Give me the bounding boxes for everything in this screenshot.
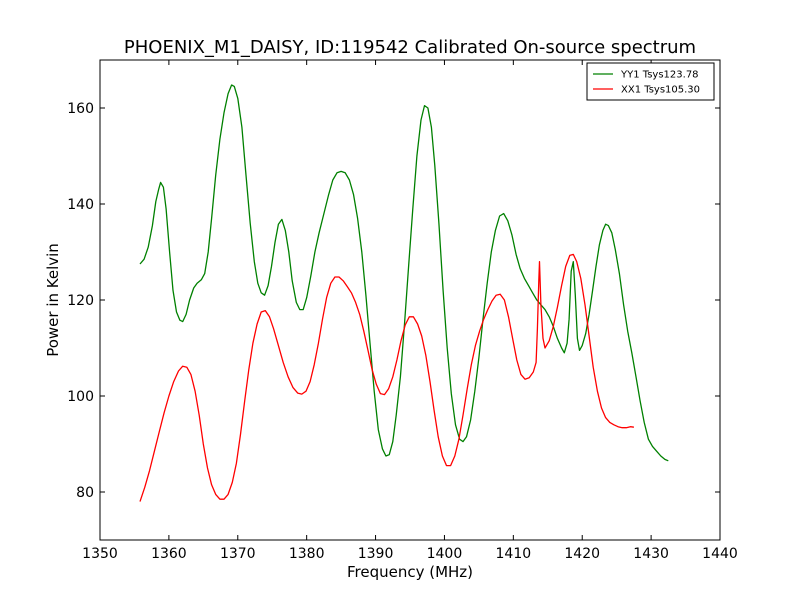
legend-label-yy1: YY1 Tsys123.78 bbox=[620, 70, 699, 81]
chart-title: PHOENIX_M1_DAISY, ID:119542 Calibrated O… bbox=[124, 37, 696, 58]
y-tick-label: 140 bbox=[67, 197, 94, 213]
legend-box bbox=[586, 62, 715, 101]
x-tick-label: 1380 bbox=[289, 546, 325, 562]
series-line-0 bbox=[139, 84, 669, 462]
x-tick-label: 1350 bbox=[82, 546, 118, 562]
x-tick-label: 1410 bbox=[496, 546, 532, 562]
y-axis-label: Power in Kelvin bbox=[44, 243, 62, 357]
y-tick-label: 80 bbox=[76, 485, 94, 501]
y-tick-label: 120 bbox=[67, 293, 94, 309]
x-tick-label: 1360 bbox=[151, 546, 187, 562]
x-tick-label: 1430 bbox=[633, 546, 669, 562]
x-tick-label: 1390 bbox=[358, 546, 394, 562]
y-tick-label: 160 bbox=[67, 101, 94, 117]
series-line-1 bbox=[139, 253, 634, 502]
x-tick-label: 1420 bbox=[564, 546, 600, 562]
x-tick-label: 1370 bbox=[220, 546, 256, 562]
legend: YY1 Tsys123.78 XX1 Tsys105.30 bbox=[586, 62, 715, 101]
plot-area: 1350 1360 1370 1380 1390 1400 1410 1420 1430 1440… bbox=[67, 59, 738, 562]
series-layer bbox=[139, 84, 669, 502]
x-tick-label: 1400 bbox=[427, 546, 463, 562]
legend-label-xx1: XX1 Tsys105.30 bbox=[621, 85, 700, 96]
x-tick-label: 1440 bbox=[702, 546, 738, 562]
x-axis: 1350 1360 1370 1380 1390 1400 1410 1420 1430 1440 bbox=[82, 60, 738, 562]
y-axis: 80 100 120 140 160 bbox=[67, 101, 720, 501]
y-tick-label: 100 bbox=[67, 389, 94, 405]
x-axis-label: Frequency (MHz) bbox=[347, 563, 473, 581]
